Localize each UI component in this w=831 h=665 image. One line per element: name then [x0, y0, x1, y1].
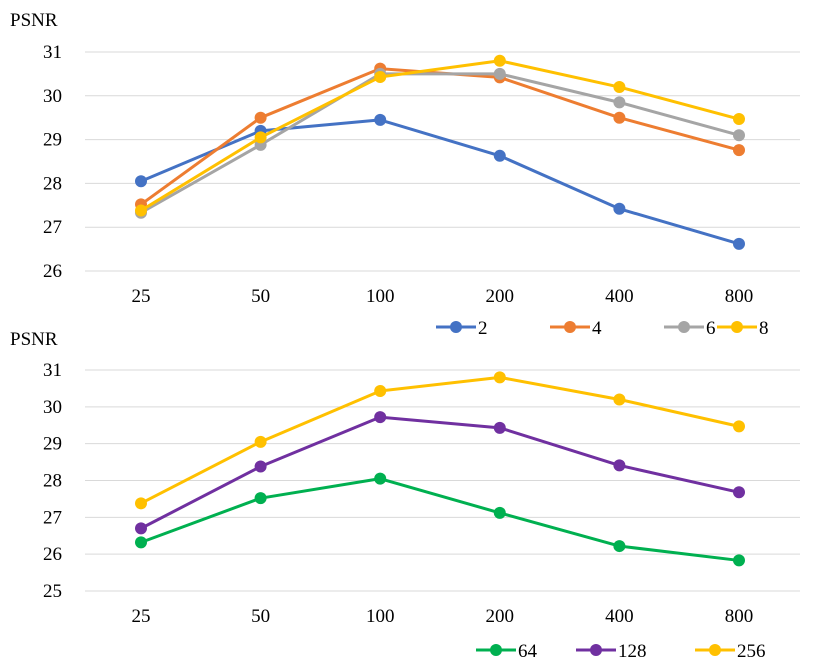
series-256 — [135, 371, 745, 510]
y-tick-label: 30 — [43, 86, 62, 107]
y-tick-label: 29 — [43, 434, 62, 455]
data-point — [135, 497, 147, 510]
y-tick-label: 29 — [43, 130, 62, 151]
legend-item-128: 128 — [576, 641, 647, 662]
data-point — [613, 81, 626, 94]
legend-item-6: 6 — [664, 318, 716, 339]
data-point — [374, 411, 387, 424]
data-point — [135, 204, 147, 217]
legend-item-8: 8 — [717, 318, 769, 339]
x-tick-label: 200 — [486, 286, 515, 307]
data-point — [254, 111, 267, 124]
series-line — [140, 118, 740, 246]
x-tick-label: 50 — [251, 286, 270, 307]
series-8 — [135, 54, 745, 217]
y-tick-label: 28 — [43, 173, 62, 194]
y-tick-label: 26 — [43, 544, 62, 565]
legend-item-2: 2 — [436, 318, 488, 339]
x-tick-label: 100 — [366, 606, 395, 627]
x-tick-label: 400 — [605, 606, 634, 627]
chart-1: 26 27 28 29 30 31 PSNR 25 50 100 200 400 800 2 4 6 8 — [10, 10, 800, 339]
data-point — [733, 237, 745, 250]
legend-label: 256 — [737, 641, 766, 662]
y-tick-label: 28 — [43, 471, 62, 492]
series-128 — [135, 411, 745, 535]
data-point — [613, 393, 626, 406]
series-line — [140, 72, 740, 215]
legend-marker — [590, 644, 602, 656]
legend: 2 4 6 8 — [436, 318, 769, 339]
data-point — [135, 175, 147, 188]
legend-marker — [450, 321, 462, 333]
data-point — [374, 113, 387, 126]
series-line — [140, 59, 740, 212]
data-point — [733, 420, 745, 433]
legend-label: 64 — [518, 641, 538, 662]
legend-item-4: 4 — [550, 318, 602, 339]
y-tick-label: 27 — [43, 217, 62, 238]
series-line — [140, 477, 740, 562]
data-point — [493, 506, 506, 519]
legend-item-64: 64 — [476, 641, 538, 662]
data-point — [493, 67, 506, 80]
data-point — [374, 472, 387, 485]
legend-label: 2 — [478, 318, 488, 339]
x-tick-label: 25 — [132, 286, 151, 307]
data-point — [613, 111, 626, 124]
data-point — [254, 492, 267, 505]
legend-label: 4 — [592, 318, 602, 339]
data-point — [493, 371, 506, 384]
x-tick-label: 100 — [366, 286, 395, 307]
data-point — [254, 131, 267, 144]
series-64 — [135, 472, 745, 567]
legend-label: 128 — [618, 641, 647, 662]
data-point — [613, 202, 626, 215]
y-tick-label: 31 — [43, 360, 62, 381]
data-point — [374, 70, 387, 83]
y-tick-label: 31 — [43, 42, 62, 63]
y-axis-label: PSNR — [10, 329, 58, 350]
y-tick-label: 25 — [43, 581, 62, 602]
data-point — [493, 421, 506, 434]
y-tick-label: 30 — [43, 397, 62, 418]
data-point — [733, 554, 745, 567]
x-tick-label: 200 — [486, 606, 515, 627]
series-line — [140, 375, 740, 505]
legend-marker — [678, 321, 690, 333]
data-point — [374, 384, 387, 397]
data-point — [254, 460, 267, 473]
y-axis-label: PSNR — [10, 10, 58, 31]
data-point — [613, 96, 626, 109]
x-tick-label: 400 — [605, 286, 634, 307]
data-point — [733, 113, 745, 126]
series-2 — [135, 113, 745, 250]
data-point — [254, 435, 267, 448]
legend-label: 8 — [759, 318, 769, 339]
legend-marker — [490, 644, 502, 656]
legend-marker — [731, 321, 743, 333]
x-tick-label: 25 — [132, 606, 151, 627]
chart-2: 25 26 27 28 29 30 31 PSNR 25 50 100 200 400 800 64 128 2… — [10, 329, 800, 662]
data-point — [733, 129, 745, 142]
data-point — [493, 149, 506, 162]
legend-item-256: 256 — [695, 641, 766, 662]
y-tick-label: 27 — [43, 507, 62, 528]
data-point — [733, 486, 745, 499]
data-point — [733, 144, 745, 157]
data-point — [135, 522, 147, 535]
data-point — [613, 459, 626, 472]
data-point — [493, 54, 506, 67]
data-point — [613, 540, 626, 553]
legend-marker — [709, 644, 721, 656]
series-line — [140, 415, 740, 530]
legend: 64 128 256 — [476, 641, 766, 662]
legend-label: 6 — [706, 318, 716, 339]
y-tick-label: 26 — [43, 261, 62, 282]
data-point — [135, 536, 147, 549]
x-tick-label: 50 — [251, 606, 270, 627]
x-tick-label: 800 — [725, 286, 754, 307]
x-tick-label: 800 — [725, 606, 754, 627]
legend-marker — [564, 321, 576, 333]
